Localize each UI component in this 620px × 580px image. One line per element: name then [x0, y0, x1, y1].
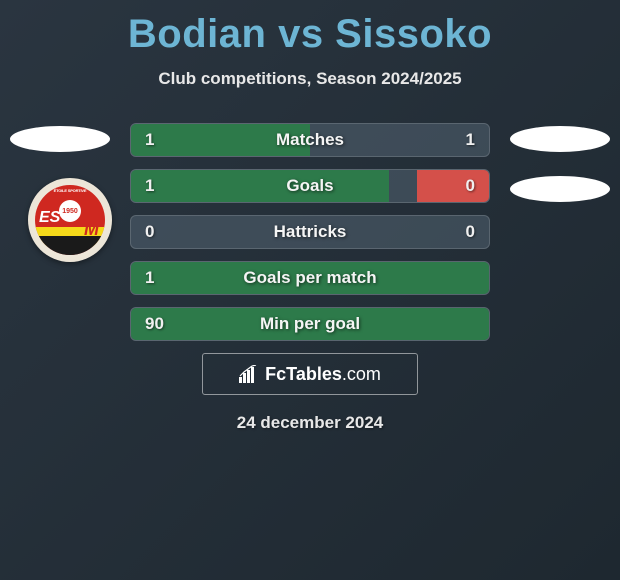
- club-badge-inner: ÉTOILE SPORTIVE 1950 ES M: [35, 185, 105, 255]
- brand-suffix: .com: [342, 364, 381, 384]
- brand-prefix: Fc: [265, 364, 286, 384]
- stat-label: Hattricks: [211, 222, 409, 242]
- stat-label: Goals per match: [211, 268, 409, 288]
- stat-row: 1Goals0: [130, 169, 490, 203]
- decor-oval-top-left: [10, 126, 110, 152]
- stat-value-left: 0: [131, 222, 211, 242]
- stat-value-left: 1: [131, 268, 211, 288]
- decor-oval-top-right: [510, 126, 610, 152]
- brand-text: FcTables.com: [265, 364, 381, 385]
- badge-year: 1950: [59, 200, 81, 222]
- stat-value-right: 1: [409, 130, 489, 150]
- stat-row: 0Hattricks0: [130, 215, 490, 249]
- stat-label: Min per goal: [211, 314, 409, 334]
- page-title: Bodian vs Sissoko: [0, 0, 620, 57]
- stat-value-left: 1: [131, 176, 211, 196]
- stat-row: 1Matches1: [130, 123, 490, 157]
- decor-oval-right-2: [510, 176, 610, 202]
- stat-row: 1Goals per match: [130, 261, 490, 295]
- badge-letters-es: ES: [39, 209, 60, 227]
- stat-label: Matches: [211, 130, 409, 150]
- brand-main: Tables: [286, 364, 342, 384]
- page-subtitle: Club competitions, Season 2024/2025: [0, 69, 620, 89]
- stat-value-right: 0: [409, 222, 489, 242]
- stat-label: Goals: [211, 176, 409, 196]
- stat-value-left: 90: [131, 314, 211, 334]
- stat-value-right: 0: [409, 176, 489, 196]
- badge-letter-m: M: [84, 219, 99, 240]
- stats-container: 1Matches11Goals00Hattricks01Goals per ma…: [130, 123, 490, 341]
- bar-chart-icon: [239, 365, 259, 383]
- stat-value-left: 1: [131, 130, 211, 150]
- club-badge: ÉTOILE SPORTIVE 1950 ES M: [28, 178, 112, 262]
- badge-top-text: ÉTOILE SPORTIVE: [54, 188, 87, 193]
- footer-date: 24 december 2024: [0, 413, 620, 433]
- stat-row: 90Min per goal: [130, 307, 490, 341]
- brand-box[interactable]: FcTables.com: [202, 353, 418, 395]
